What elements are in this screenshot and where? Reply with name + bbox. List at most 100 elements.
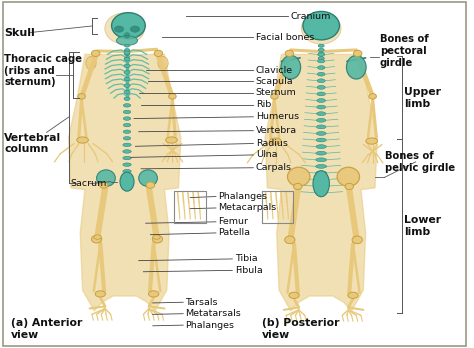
Ellipse shape [317, 105, 326, 109]
Ellipse shape [124, 97, 130, 101]
Ellipse shape [348, 292, 358, 299]
Ellipse shape [318, 44, 324, 47]
Ellipse shape [271, 94, 278, 99]
Ellipse shape [123, 104, 131, 107]
Ellipse shape [169, 94, 176, 99]
Ellipse shape [123, 124, 131, 127]
Text: Fibula: Fibula [235, 266, 263, 275]
Ellipse shape [316, 165, 327, 168]
Text: Ulna: Ulna [255, 150, 277, 159]
Ellipse shape [366, 138, 378, 144]
Ellipse shape [124, 84, 130, 87]
Ellipse shape [289, 292, 299, 299]
Ellipse shape [123, 130, 131, 133]
Ellipse shape [124, 51, 130, 54]
Text: Metacarpals: Metacarpals [218, 204, 276, 213]
Ellipse shape [345, 183, 354, 190]
Ellipse shape [123, 176, 131, 180]
Ellipse shape [270, 138, 281, 144]
Ellipse shape [111, 13, 145, 39]
Ellipse shape [125, 57, 129, 60]
Ellipse shape [317, 79, 325, 83]
Text: (b) Posterior
view: (b) Posterior view [262, 318, 339, 340]
Ellipse shape [148, 291, 159, 297]
Text: Femur: Femur [218, 218, 248, 226]
Ellipse shape [152, 235, 163, 243]
Ellipse shape [120, 172, 134, 191]
Ellipse shape [123, 117, 131, 120]
Ellipse shape [146, 182, 155, 188]
Text: Scapula: Scapula [255, 77, 293, 86]
Ellipse shape [318, 57, 324, 60]
Ellipse shape [313, 171, 329, 197]
Ellipse shape [123, 136, 131, 140]
Ellipse shape [165, 137, 177, 143]
Ellipse shape [285, 236, 295, 244]
Ellipse shape [123, 169, 131, 173]
Ellipse shape [124, 57, 130, 61]
Ellipse shape [124, 90, 130, 94]
Ellipse shape [316, 145, 326, 149]
Ellipse shape [318, 66, 325, 70]
Ellipse shape [124, 64, 130, 68]
Ellipse shape [318, 48, 324, 52]
Ellipse shape [301, 13, 341, 44]
Ellipse shape [316, 177, 327, 181]
Text: Patella: Patella [218, 228, 250, 237]
Text: Tarsals: Tarsals [185, 298, 218, 307]
Ellipse shape [316, 132, 326, 135]
Ellipse shape [316, 158, 327, 162]
Ellipse shape [94, 235, 101, 239]
Ellipse shape [125, 48, 129, 51]
Ellipse shape [95, 291, 106, 297]
Ellipse shape [315, 191, 327, 195]
Text: Carpals: Carpals [255, 163, 292, 172]
Ellipse shape [303, 11, 339, 40]
Ellipse shape [124, 71, 130, 74]
Text: Tibia: Tibia [235, 254, 257, 263]
Ellipse shape [317, 92, 325, 96]
Text: Sacrum: Sacrum [70, 179, 106, 188]
Ellipse shape [316, 171, 327, 175]
Ellipse shape [354, 50, 362, 56]
Ellipse shape [317, 72, 325, 76]
Ellipse shape [97, 170, 115, 187]
Ellipse shape [318, 53, 324, 56]
Ellipse shape [130, 26, 140, 32]
Ellipse shape [316, 151, 327, 155]
Ellipse shape [285, 50, 293, 56]
Ellipse shape [318, 59, 325, 63]
Ellipse shape [293, 183, 302, 190]
Text: Humerus: Humerus [255, 112, 299, 121]
Ellipse shape [317, 118, 326, 122]
Ellipse shape [123, 163, 131, 166]
Ellipse shape [153, 235, 160, 239]
Ellipse shape [125, 53, 129, 55]
Ellipse shape [124, 77, 130, 81]
Ellipse shape [158, 56, 168, 70]
Text: Rib: Rib [255, 100, 271, 109]
Ellipse shape [123, 156, 131, 160]
Ellipse shape [317, 112, 326, 116]
Ellipse shape [91, 50, 100, 56]
Ellipse shape [123, 143, 131, 147]
Ellipse shape [78, 94, 85, 99]
Text: Radius: Radius [255, 139, 288, 148]
Text: Cranium: Cranium [291, 12, 331, 21]
Ellipse shape [105, 13, 145, 44]
Text: Facial bones: Facial bones [255, 33, 314, 42]
Text: Bones of
pelvic girdle: Bones of pelvic girdle [385, 151, 456, 173]
Ellipse shape [317, 98, 326, 102]
Ellipse shape [124, 33, 130, 38]
Ellipse shape [317, 86, 325, 89]
Ellipse shape [281, 55, 301, 79]
Ellipse shape [125, 44, 129, 47]
Ellipse shape [123, 110, 131, 114]
Polygon shape [69, 54, 181, 311]
Ellipse shape [352, 236, 362, 244]
Text: (a) Anterior
view: (a) Anterior view [11, 318, 82, 340]
Ellipse shape [316, 138, 326, 142]
Ellipse shape [315, 184, 327, 188]
Ellipse shape [369, 94, 376, 99]
Ellipse shape [337, 167, 360, 186]
